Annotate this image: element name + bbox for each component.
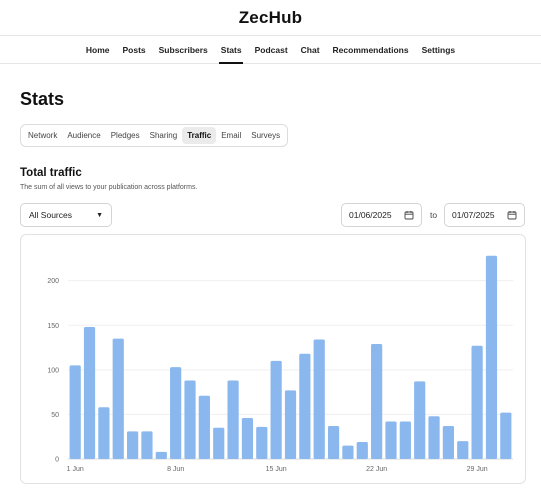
caret-down-icon: ▼ [96, 211, 103, 219]
bar-18-jun[interactable] [313, 339, 325, 459]
nav-item-recommendations[interactable]: Recommendations [332, 44, 409, 55]
date-range-separator: to [430, 210, 438, 220]
traffic-bar-chart: 0 50 100 150 200 1 Jun 8 Jun 15 Jun 22 Jun 29 Jun [47, 255, 513, 473]
date-to-field[interactable]: 01/07/2025 [444, 203, 525, 227]
site-title[interactable]: ZecHub [238, 7, 303, 27]
calendar-icon[interactable] [404, 210, 414, 220]
bar-9-jun[interactable] [184, 380, 196, 459]
y-tick-label: 100 [47, 367, 59, 374]
bar-23-jun[interactable] [385, 421, 397, 459]
bar-1-jun[interactable] [69, 365, 81, 460]
nav-item-posts[interactable]: Posts [122, 44, 146, 55]
bar-10-jun[interactable] [198, 395, 210, 459]
bar-12-jun[interactable] [227, 380, 239, 459]
x-tick-label: 8 Jun [167, 466, 184, 473]
y-tick-label: 50 [51, 412, 59, 419]
bar-29-jun[interactable] [471, 345, 483, 459]
tab-network[interactable]: Network [28, 131, 58, 140]
bar-2-jun[interactable] [83, 327, 96, 459]
x-tick-label: 29 Jun [467, 466, 488, 473]
nav-item-settings[interactable]: Settings [421, 44, 456, 55]
bar-30-jun[interactable] [485, 255, 498, 459]
bar-5-jun[interactable] [127, 431, 139, 459]
date-from-value: 01/06/2025 [349, 210, 392, 220]
bar-15-jun[interactable] [270, 360, 282, 459]
date-to-value: 01/07/2025 [452, 210, 495, 220]
tab-audience[interactable]: Audience [67, 131, 101, 140]
nav-item-subscribers[interactable]: Subscribers [158, 44, 208, 55]
bar-27-jun[interactable] [442, 426, 454, 459]
x-tick-label: 15 Jun [266, 466, 287, 473]
bar-25-jun[interactable] [414, 381, 426, 459]
x-tick-label: 1 Jun [67, 466, 84, 473]
bar-16-jun[interactable] [284, 390, 297, 459]
tab-pledges[interactable]: Pledges [110, 131, 140, 140]
bar-21-jun[interactable] [356, 442, 368, 459]
section-subtitle: The sum of all views to your publication… [20, 184, 198, 191]
main-nav: Home Posts Subscribers Stats Podcast Chat Reco… [0, 36, 541, 64]
nav-item-podcast[interactable]: Podcast [254, 44, 288, 55]
date-from-field[interactable]: 01/06/2025 [341, 203, 422, 227]
nav-item-home[interactable]: Home [85, 44, 110, 55]
tab-surveys[interactable]: Surveys [251, 131, 281, 140]
bar-22-jun[interactable] [371, 343, 383, 459]
bar-13-jun[interactable] [241, 417, 254, 459]
site-header: ZecHub [0, 0, 541, 36]
bar-20-jun[interactable] [342, 445, 354, 460]
traffic-chart: 0 50 100 150 200 1 Jun 8 Jun 15 Jun 22 Jun 29 Jun [20, 234, 526, 484]
tab-sharing[interactable]: Sharing [149, 131, 178, 140]
source-select[interactable]: All Sources ▼ [20, 203, 112, 227]
bar-3-jun[interactable] [98, 407, 110, 459]
bar-26-jun[interactable] [428, 416, 440, 459]
tab-traffic[interactable]: Traffic [182, 127, 217, 144]
bar-17-jun[interactable] [299, 353, 311, 459]
bar-4-jun[interactable] [112, 338, 124, 460]
bar-8-jun[interactable] [170, 367, 182, 459]
tab-email[interactable]: Email [221, 131, 242, 140]
bar-1-jul[interactable] [500, 412, 512, 459]
y-tick-label: 0 [55, 457, 59, 464]
source-select-value: All Sources [29, 210, 72, 220]
bar-11-jun[interactable] [213, 427, 225, 459]
x-tick-label: 22 Jun [366, 466, 387, 473]
page-title: Stats [20, 89, 65, 109]
bar-14-jun[interactable] [256, 426, 268, 459]
bar-24-jun[interactable] [399, 421, 411, 459]
bar-19-jun[interactable] [327, 426, 340, 459]
bar-28-jun[interactable] [457, 441, 469, 459]
y-tick-label: 150 [47, 323, 59, 330]
bar-6-jun[interactable] [141, 431, 153, 459]
nav-item-stats[interactable]: Stats [214, 36, 248, 64]
stats-tabs: Network Audience Pledges Sharing Traffic Emai… [20, 124, 289, 147]
nav-item-chat[interactable]: Chat [300, 44, 320, 55]
section-title: Total traffic [20, 167, 82, 179]
bar-7-jun[interactable] [155, 451, 167, 459]
calendar-icon[interactable] [507, 210, 517, 220]
y-tick-label: 200 [47, 278, 59, 285]
